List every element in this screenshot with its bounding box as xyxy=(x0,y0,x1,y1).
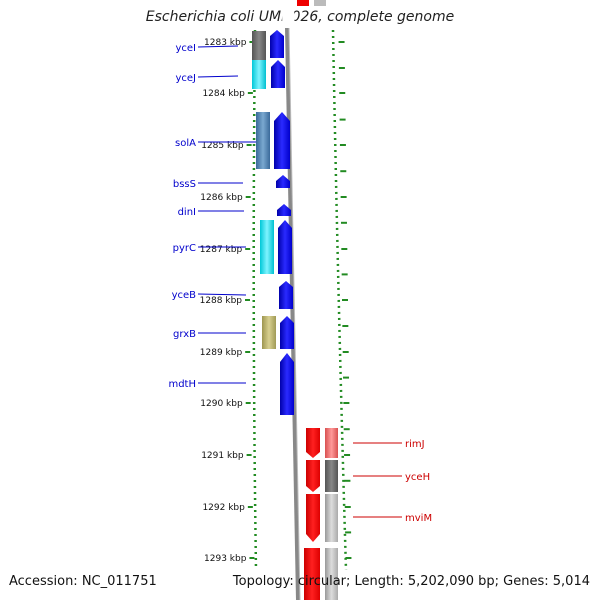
outer-dotted-arc xyxy=(252,29,258,571)
gene-arrow-yceb xyxy=(279,281,293,309)
gene-leaders xyxy=(197,45,402,518)
ruler-tick-label: 1284 kbp xyxy=(202,89,245,99)
gene-arrow-bsss xyxy=(276,175,290,188)
gene-label-grxb: grxB xyxy=(173,329,196,340)
gene-arrow-ycej xyxy=(271,60,285,88)
inner-dotted-arc xyxy=(331,29,348,571)
cog-box-grxb xyxy=(262,316,276,349)
ruler-ticks: 1283 kbp 1284 kbp 1285 kbp 1286 kbp 1287 kbp… xyxy=(200,38,352,564)
cog-box-ycei xyxy=(252,31,266,60)
gene-arrow-ycei xyxy=(270,30,284,58)
gene-label-dini: dinI xyxy=(178,207,196,218)
gene-label-mvim: mviM xyxy=(405,513,432,524)
top-gene-gray xyxy=(314,0,326,6)
gene-arrow-pyrc xyxy=(278,220,292,274)
cog-box-pyrc xyxy=(260,220,274,274)
cog-box-sola xyxy=(256,112,270,169)
ruler-tick-label: 1285 kbp xyxy=(201,141,244,151)
gene-label-ycei: yceI xyxy=(175,43,196,54)
ruler-tick-label: 1292 kbp xyxy=(202,503,245,513)
ruler-tick-label: 1291 kbp xyxy=(201,451,244,461)
gene-leader-line xyxy=(197,293,247,296)
cog-box-ycej xyxy=(252,60,266,89)
gene-arrow-rimj-2 xyxy=(306,460,320,492)
cog-box-bottom xyxy=(325,548,338,600)
genome-summary: Topology: circular; Length: 5,202,090 bp… xyxy=(232,574,590,589)
gene-leader-line xyxy=(197,75,239,78)
gene-leader-line xyxy=(197,45,239,48)
ruler-tick-label: 1290 kbp xyxy=(200,399,243,409)
gene-arrow-dini xyxy=(277,204,291,216)
gene-labels: yceI yceJ solA bssS dinI pyrC yceB grxB mdtH rimJ… xyxy=(168,43,432,524)
gene-arrow-mvim xyxy=(306,494,320,542)
ruler-tick-label: 1283 kbp xyxy=(204,38,247,48)
gene-label-yceb: yceB xyxy=(172,290,197,301)
genome-title: Escherichia coli UMN026, complete genome xyxy=(145,9,455,25)
ruler-tick-label: 1288 kbp xyxy=(200,296,243,306)
ruler-tick-label: 1289 kbp xyxy=(200,348,243,358)
cog-box-mvim xyxy=(325,494,338,542)
cog-box-rimj xyxy=(325,428,338,458)
accession-label: Accession: NC_011751 xyxy=(9,574,157,589)
gene-label-ycej: yceJ xyxy=(175,73,196,84)
gene-arrow-mdth xyxy=(280,353,294,415)
ruler-tick-label: 1286 kbp xyxy=(200,193,243,203)
gene-arrow-bottom xyxy=(304,548,320,600)
gene-label-bsss: bssS xyxy=(173,179,196,190)
gene-label-yceh: yceH xyxy=(405,472,430,483)
gene-label-pyrc: pyrC xyxy=(173,243,196,254)
gene-arrow-grxb xyxy=(280,316,294,349)
cog-box-yceh xyxy=(325,460,338,492)
ruler-tick-label: 1287 kbp xyxy=(200,245,243,255)
gene-arrow-rimj xyxy=(306,428,320,458)
gene-label-mdth: mdtH xyxy=(168,379,196,390)
ruler-tick-label: 1293 kbp xyxy=(204,554,247,564)
top-gene-red xyxy=(297,0,309,6)
gene-arrow-sola xyxy=(274,112,290,169)
gene-label-sola: solA xyxy=(175,138,196,149)
gene-label-rimj: rimJ xyxy=(405,439,425,450)
